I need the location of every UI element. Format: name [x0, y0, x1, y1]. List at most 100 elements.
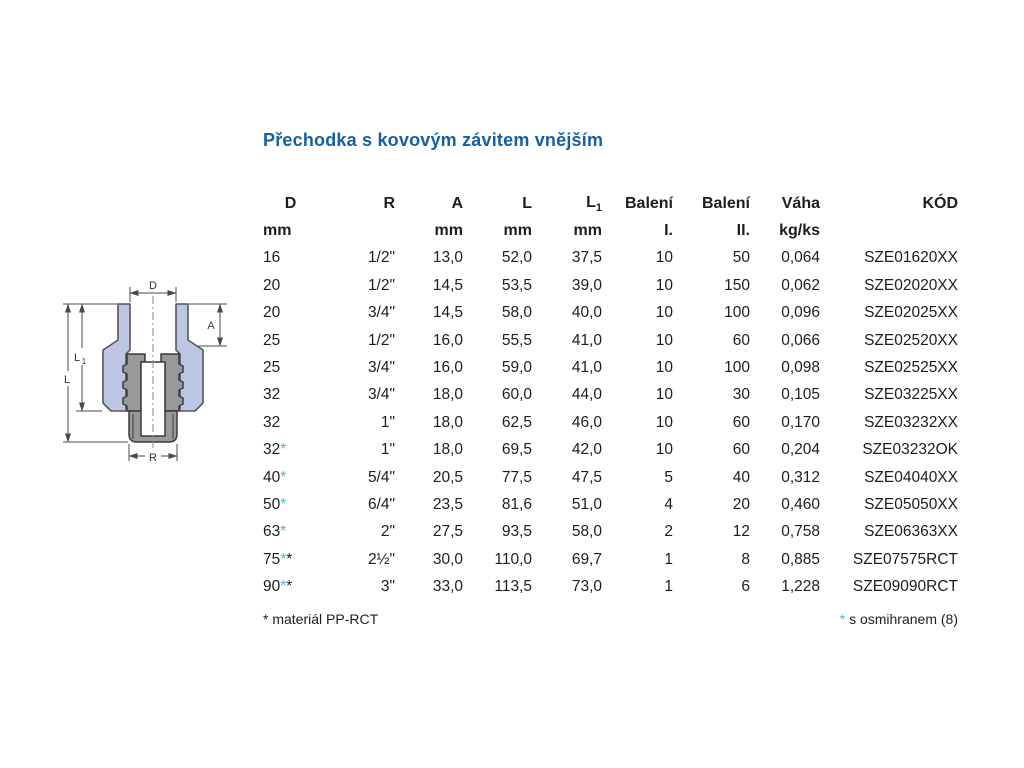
technical-drawing: D A L 1 L R — [60, 280, 227, 464]
table-cell: 10 — [655, 441, 673, 459]
dim-label-a: A — [207, 320, 215, 332]
table-cell: 0,098 — [781, 359, 820, 377]
table-cell: SZE07575RCT — [852, 550, 958, 568]
table-cell: 3" — [380, 578, 395, 596]
table-cell: 42,0 — [571, 441, 602, 459]
table-cell: 60 — [732, 331, 750, 349]
table-cell: 59,0 — [501, 359, 532, 377]
table-row: 16 1/2" 13,0 52,0 37,5 10 50 0,064 SZE01620XX — [263, 245, 958, 272]
table-cell: 0,064 — [781, 249, 820, 267]
unit-l1: mm — [573, 222, 602, 240]
table-cell: 10 — [655, 359, 673, 377]
table-cell: 18,0 — [432, 441, 463, 459]
table-units-row: mm mm mm mm I. II. kg/ks — [263, 217, 958, 244]
material-star: * — [286, 578, 293, 596]
cell-d: 50* — [263, 496, 318, 514]
table-cell: 100 — [724, 359, 750, 377]
table-row: 32 1" 18,0 62,5 46,0 10 60 0,170 SZE03232XX — [263, 409, 958, 436]
material-star: * — [286, 550, 293, 568]
table-cell: 8 — [741, 550, 750, 568]
table-cell: 52,0 — [501, 249, 532, 267]
col-header-d: D — [284, 194, 297, 212]
cell-d-value: 20 — [263, 276, 281, 294]
table-cell: 20,5 — [432, 468, 463, 486]
table-row: 75** 2½" 30,0 110,0 69,7 1 8 0,885 SZE07575RCT — [263, 546, 958, 573]
unit-a: mm — [434, 222, 463, 240]
table-cell: 46,0 — [571, 413, 602, 431]
col-header-a: A — [451, 194, 463, 212]
table-cell: SZE09090RCT — [852, 578, 958, 596]
table-cell: 51,0 — [571, 495, 602, 513]
cell-d: 32 — [263, 414, 318, 432]
table-cell: 2" — [380, 523, 395, 541]
table-row: 40* 5/4" 20,5 77,5 47,5 5 40 0,312 SZE04040XX — [263, 464, 958, 491]
table-cell: 0,105 — [781, 386, 820, 404]
table-cell: 0,460 — [781, 495, 820, 513]
footnote-blue-star: * — [839, 611, 846, 627]
octagon-star: * — [280, 441, 287, 459]
table-cell: 37,5 — [571, 249, 602, 267]
table-cell: 27,5 — [432, 523, 463, 541]
table-row: 90** 3" 33,0 113,5 73,0 1 6 1,228 SZE09090RCT — [263, 573, 958, 600]
table-cell: 1" — [380, 413, 395, 431]
cell-d-value: 32 — [263, 413, 281, 431]
table-cell: 2 — [664, 523, 673, 541]
product-table: D R A L L1 Balení Balení Váha KÓD mm mm … — [263, 190, 958, 601]
cell-d: 63* — [263, 523, 318, 541]
table-cell: 1 — [664, 550, 673, 568]
cell-d-value: 50 — [263, 495, 281, 513]
col-header-l: L — [522, 194, 532, 212]
table-row: 32* 1" 18,0 69,5 42,0 10 60 0,204 SZE03232OK — [263, 437, 958, 464]
table-cell: 18,0 — [432, 386, 463, 404]
table-cell: 4 — [664, 495, 673, 513]
cell-d: 16 — [263, 249, 318, 267]
table-cell: 14,5 — [432, 304, 463, 322]
table-cell: 33,0 — [432, 578, 463, 596]
table-cell: 0,096 — [781, 304, 820, 322]
table-cell: 81,6 — [501, 495, 532, 513]
cell-d-value: 90 — [263, 578, 281, 596]
cell-d-value: 63 — [263, 523, 281, 541]
table-cell: 10 — [655, 276, 673, 294]
table-row: 32 3/4" 18,0 60,0 44,0 10 30 0,105 SZE03225XX — [263, 382, 958, 409]
table-cell: 0,062 — [781, 276, 820, 294]
table-row: 25 1/2" 16,0 55,5 41,0 10 60 0,066 SZE02520XX — [263, 327, 958, 354]
unit-baleni-2: II. — [736, 222, 750, 240]
table-cell: SZE03232XX — [864, 413, 958, 431]
table-cell: 10 — [655, 304, 673, 322]
table-cell: 100 — [724, 304, 750, 322]
table-cell: 62,5 — [501, 413, 532, 431]
table-cell: SZE02525XX — [864, 359, 958, 377]
cell-d-value: 75 — [263, 550, 281, 568]
table-cell: 113,5 — [494, 578, 532, 596]
table-cell: 30,0 — [432, 550, 463, 568]
cell-d-value: 16 — [263, 249, 281, 267]
unit-vaha: kg/ks — [779, 222, 820, 240]
table-cell: 1/2" — [367, 276, 395, 294]
table-cell: 6/4" — [367, 495, 395, 513]
table-cell: 5/4" — [367, 468, 395, 486]
table-body: 16 1/2" 13,0 52,0 37,5 10 50 0,064 SZE01620XX 20 1… — [263, 245, 958, 601]
table-cell: 10 — [655, 331, 673, 349]
table-row: 25 3/4" 16,0 59,0 41,0 10 100 0,098 SZE02525XX — [263, 354, 958, 381]
footnote-octagon: * s osmihranem (8) — [839, 611, 958, 627]
table-cell: 73,0 — [571, 578, 602, 596]
table-cell: 55,5 — [501, 331, 532, 349]
table-cell: 39,0 — [571, 276, 602, 294]
table-cell: 10 — [655, 413, 673, 431]
table-cell: 5 — [664, 468, 673, 486]
table-cell: 16,0 — [432, 359, 463, 377]
cell-d-value: 32 — [263, 441, 281, 459]
octagon-star: * — [280, 523, 287, 541]
table-cell: 44,0 — [571, 386, 602, 404]
table-cell: 1 — [664, 578, 673, 596]
table-cell: SZE03232OK — [862, 441, 958, 459]
table-cell: 110,0 — [494, 550, 532, 568]
table-cell: 0,312 — [781, 468, 820, 486]
table-row: 20 1/2" 14,5 53,5 39,0 10 150 0,062 SZE02020XX — [263, 272, 958, 299]
cell-d-value: 25 — [263, 359, 281, 377]
table-cell: SZE03225XX — [864, 386, 958, 404]
table-row: 20 3/4" 14,5 58,0 40,0 10 100 0,096 SZE02025XX — [263, 300, 958, 327]
table-cell: 6 — [741, 578, 750, 596]
